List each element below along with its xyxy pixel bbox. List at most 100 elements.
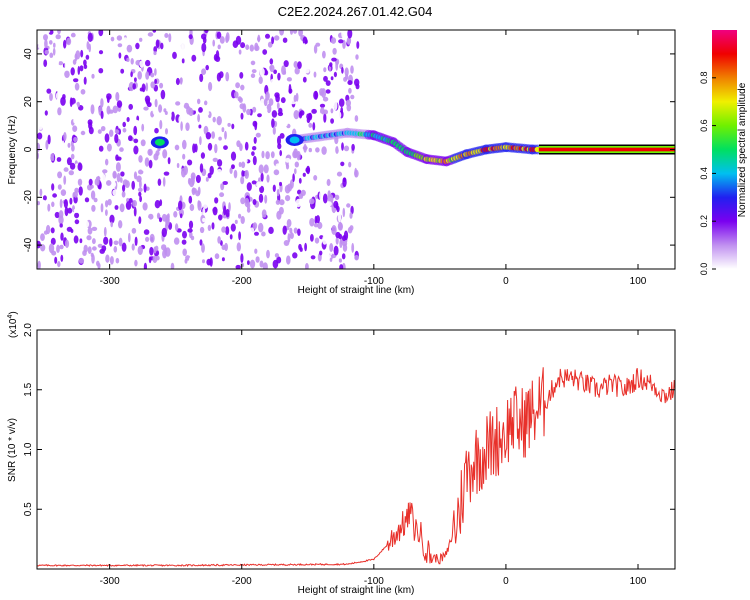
noise-cell — [314, 90, 318, 100]
noise-cell — [212, 206, 218, 216]
noise-cell — [45, 140, 49, 150]
noise-cell — [347, 30, 353, 39]
noise-cell — [331, 225, 337, 235]
noise-cell — [240, 253, 244, 264]
noise-cell — [258, 42, 265, 49]
noise-cell — [37, 161, 40, 167]
noise-cell — [317, 221, 323, 230]
noise-cell — [254, 121, 258, 131]
noise-cell — [246, 207, 251, 213]
noise-cell — [260, 98, 265, 107]
noise-cell — [109, 237, 113, 247]
noise-cell — [98, 145, 104, 152]
noise-cell — [66, 37, 72, 46]
noise-cell — [346, 203, 351, 208]
noise-cell — [229, 234, 233, 240]
noise-cell — [107, 198, 112, 206]
noise-cell — [64, 60, 69, 71]
noise-cell — [270, 151, 275, 159]
noise-cell — [80, 130, 86, 136]
noise-cell — [134, 77, 137, 82]
noise-cell — [337, 212, 342, 223]
noise-cell — [70, 32, 76, 38]
noise-cell — [323, 113, 327, 123]
noise-cell — [298, 111, 303, 119]
noise-cell — [218, 136, 222, 141]
noise-cell — [202, 259, 205, 264]
noise-cell — [112, 181, 117, 188]
noise-cell — [60, 254, 64, 262]
noise-cell — [251, 180, 257, 185]
noise-cell — [102, 169, 108, 174]
noise-cell — [113, 240, 119, 246]
noise-cell — [201, 42, 207, 53]
noise-cell — [88, 178, 93, 186]
noise-cell — [165, 214, 170, 225]
noise-cell — [250, 73, 256, 78]
noise-cell — [67, 207, 73, 214]
snr-y-ticks: 0.5 1.0 1.5 2.0 — [23, 323, 675, 516]
noise-cell — [57, 184, 62, 190]
noise-cell — [297, 61, 302, 69]
noise-cell — [115, 91, 120, 102]
noise-cell — [214, 197, 219, 204]
noise-cell — [197, 114, 201, 123]
noise-cell — [139, 37, 143, 42]
noise-cell — [82, 250, 87, 256]
noise-cell — [84, 220, 90, 228]
noise-cell — [172, 51, 177, 60]
noise-cell — [87, 119, 93, 126]
noise-cell — [198, 107, 203, 113]
noise-cell — [309, 217, 315, 227]
noise-cell — [60, 189, 67, 197]
noise-cell — [90, 252, 94, 258]
snr-x-axis-label: Height of straight line (km) — [298, 585, 415, 596]
noise-cell — [304, 242, 307, 252]
noise-cell — [112, 189, 118, 197]
noise-cell — [249, 44, 254, 52]
noise-cell — [109, 129, 114, 137]
noise-cell — [265, 91, 270, 101]
spectrogram-x-tick-label: 100 — [630, 276, 647, 287]
noise-cell — [198, 124, 202, 129]
noise-cell — [145, 236, 150, 242]
noise-cell — [199, 226, 205, 234]
noise-cell — [37, 132, 43, 140]
noise-cell — [244, 197, 250, 208]
noise-cell — [136, 199, 141, 209]
noise-cell — [170, 262, 175, 269]
noise-cell — [120, 171, 125, 177]
noise-cell — [294, 168, 297, 175]
noise-cell — [112, 105, 119, 114]
noise-cell — [149, 246, 154, 256]
snr-y-tick-label: 0.5 — [23, 502, 34, 516]
colorbar-tick-label: 0.0 — [699, 263, 709, 276]
noise-cell — [175, 101, 181, 106]
noise-cell — [224, 81, 229, 86]
noise-cell — [271, 110, 278, 118]
noise-cell — [292, 173, 295, 182]
noise-cell — [178, 200, 183, 211]
noise-cell — [101, 245, 107, 252]
noise-cell — [98, 30, 104, 37]
snr-x-tick-label: -200 — [232, 576, 252, 587]
noise-cell — [40, 233, 45, 242]
noise-cell — [248, 239, 254, 250]
noise-cell — [302, 43, 306, 48]
noise-cell — [64, 239, 70, 248]
snr-plot-area — [37, 367, 675, 568]
noise-cell — [175, 77, 180, 86]
noise-cell — [205, 64, 209, 71]
noise-cell — [154, 127, 159, 134]
noise-cell — [58, 61, 64, 66]
noise-cell — [131, 227, 137, 234]
noise-cell — [137, 245, 143, 255]
noise-cell — [293, 61, 298, 68]
noise-cell — [338, 258, 342, 263]
noise-cell — [143, 183, 147, 193]
noise-cell — [225, 226, 230, 236]
noise-cell — [212, 257, 218, 264]
noise-cell — [145, 59, 151, 67]
noise-cell — [135, 42, 140, 50]
